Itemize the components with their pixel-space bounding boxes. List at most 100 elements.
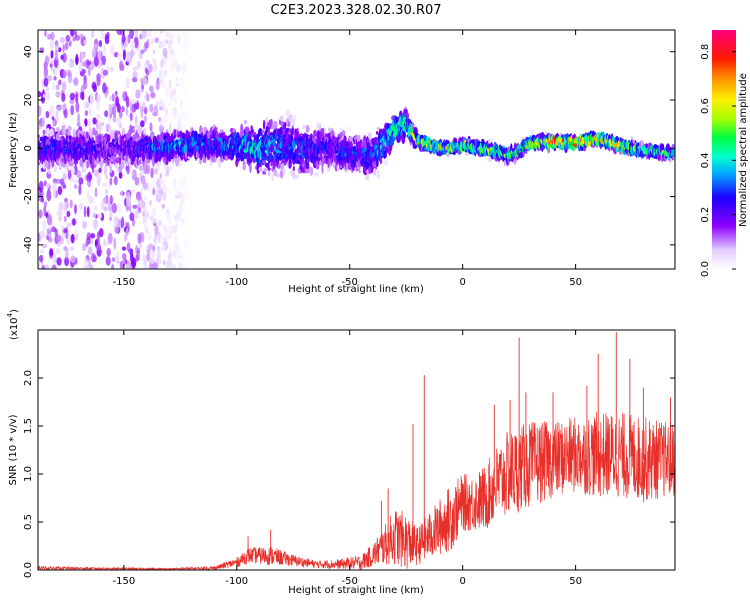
- heatmap-cell: [182, 182, 187, 189]
- colorbar-tick-label: 0.4: [700, 152, 711, 168]
- heatmap-cell: [176, 92, 182, 100]
- heatmap-cell: [125, 227, 129, 237]
- heatmap-cell: [283, 122, 287, 128]
- heatmap-cell: [81, 52, 85, 60]
- heatmap-cell: [126, 194, 132, 207]
- heatmap-cell: [92, 117, 97, 125]
- heatmap-cell: [38, 91, 41, 98]
- heatmap-cell: [88, 196, 94, 205]
- heatmap-cell: [98, 40, 102, 48]
- heatmap-cell: [66, 164, 69, 173]
- heatmap-cell: [62, 127, 67, 136]
- heatmap-cell: [134, 208, 139, 220]
- heatmap-cell: [45, 111, 50, 119]
- heatmap-cell: [367, 132, 372, 139]
- snr-y-label: SNR (10 * v/v): [8, 414, 19, 485]
- heatmap-cell: [286, 127, 290, 132]
- snr-series: [38, 331, 675, 570]
- heatmap-cell: [373, 168, 377, 177]
- heatmap-cell: [129, 30, 134, 39]
- heatmap-cell: [73, 184, 78, 189]
- heatmap-cell: [135, 156, 138, 166]
- heatmap-cell: [161, 203, 165, 209]
- heatmap-cell: [39, 47, 45, 54]
- heatmap-cell: [166, 208, 170, 214]
- heatmap-cell: [103, 196, 109, 205]
- heatmap-cell: [163, 112, 169, 123]
- heatmap-cell: [291, 127, 294, 133]
- heatmap-cell: [145, 59, 150, 66]
- heatmap-cell: [91, 48, 96, 59]
- heatmap-cell: [109, 195, 114, 205]
- x-tick-label: 0: [459, 277, 465, 288]
- heatmap-cell: [83, 75, 87, 84]
- heatmap-cell: [362, 157, 365, 166]
- heatmap-cell: [61, 225, 64, 233]
- heatmap-cell: [403, 131, 406, 139]
- spectrogram-heatmap: [38, 30, 675, 269]
- heatmap-cell: [121, 105, 125, 113]
- heatmap-cell: [121, 34, 126, 43]
- heatmap-cell: [138, 165, 144, 172]
- heatmap-cell: [120, 189, 123, 197]
- heatmap-cell: [171, 87, 177, 96]
- heatmap-cell: [70, 104, 75, 116]
- heatmap-cell: [61, 82, 66, 90]
- svg-text:(x104): (x104): [6, 309, 20, 340]
- heatmap-cell: [167, 224, 173, 235]
- heatmap-cell: [110, 66, 114, 73]
- heatmap-cell: [151, 111, 158, 117]
- heatmap-cell: [142, 252, 145, 261]
- heatmap-cell: [152, 244, 155, 252]
- heatmap-cell: [179, 218, 185, 223]
- heatmap-cell: [115, 96, 120, 107]
- heatmap-cell: [59, 209, 63, 218]
- heatmap-cell: [93, 56, 99, 67]
- heatmap-cell: [38, 180, 44, 193]
- heatmap-cell: [74, 30, 78, 38]
- heatmap-cell: [153, 262, 159, 269]
- heatmap-cell: [46, 189, 52, 202]
- heatmap-cell: [38, 255, 44, 263]
- heatmap-cell: [64, 42, 69, 51]
- heatmap-cell: [47, 209, 51, 216]
- heatmap-cell: [168, 39, 172, 50]
- heatmap-cell: [349, 136, 354, 143]
- heatmap-cell: [214, 127, 218, 132]
- heatmap-cell: [405, 112, 409, 120]
- heatmap-cell: [138, 200, 142, 206]
- heatmap-cell: [107, 232, 113, 245]
- heatmap-cell: [185, 83, 191, 95]
- heatmap-cell: [142, 163, 148, 175]
- heatmap-cell: [171, 111, 175, 117]
- heatmap-cell: [100, 201, 105, 210]
- heatmap-cell: [139, 105, 143, 115]
- heatmap-cell: [376, 127, 381, 131]
- heatmap-cell: [143, 205, 147, 213]
- heatmap-cell: [190, 40, 193, 50]
- heatmap-cell: [239, 137, 242, 143]
- heatmap-cell: [108, 95, 112, 101]
- heatmap-cell: [116, 30, 122, 36]
- heatmap-cell: [162, 56, 167, 66]
- heatmap-cell: [669, 157, 672, 163]
- heatmap-cell: [165, 86, 170, 95]
- heatmap-cell: [102, 82, 107, 94]
- colorbar-tick-label: 0.2: [700, 207, 711, 223]
- heatmap-cell: [49, 128, 54, 138]
- colorbar-tick-label: 0.8: [700, 44, 711, 60]
- heatmap-cell: [348, 162, 351, 169]
- heatmap-cell: [160, 117, 164, 128]
- heatmap-cell: [137, 126, 143, 135]
- heatmap-cell: [109, 212, 113, 219]
- y-tick-label: 2.0: [23, 370, 34, 386]
- heatmap-cell: [109, 177, 113, 186]
- heatmap-cell: [83, 161, 87, 170]
- heatmap-cell: [464, 152, 469, 156]
- heatmap-cell: [92, 84, 97, 93]
- heatmap-cell: [80, 39, 84, 45]
- heatmap-cell: [545, 131, 548, 135]
- heatmap-cell: [153, 62, 158, 73]
- heatmap-cell: [142, 181, 148, 190]
